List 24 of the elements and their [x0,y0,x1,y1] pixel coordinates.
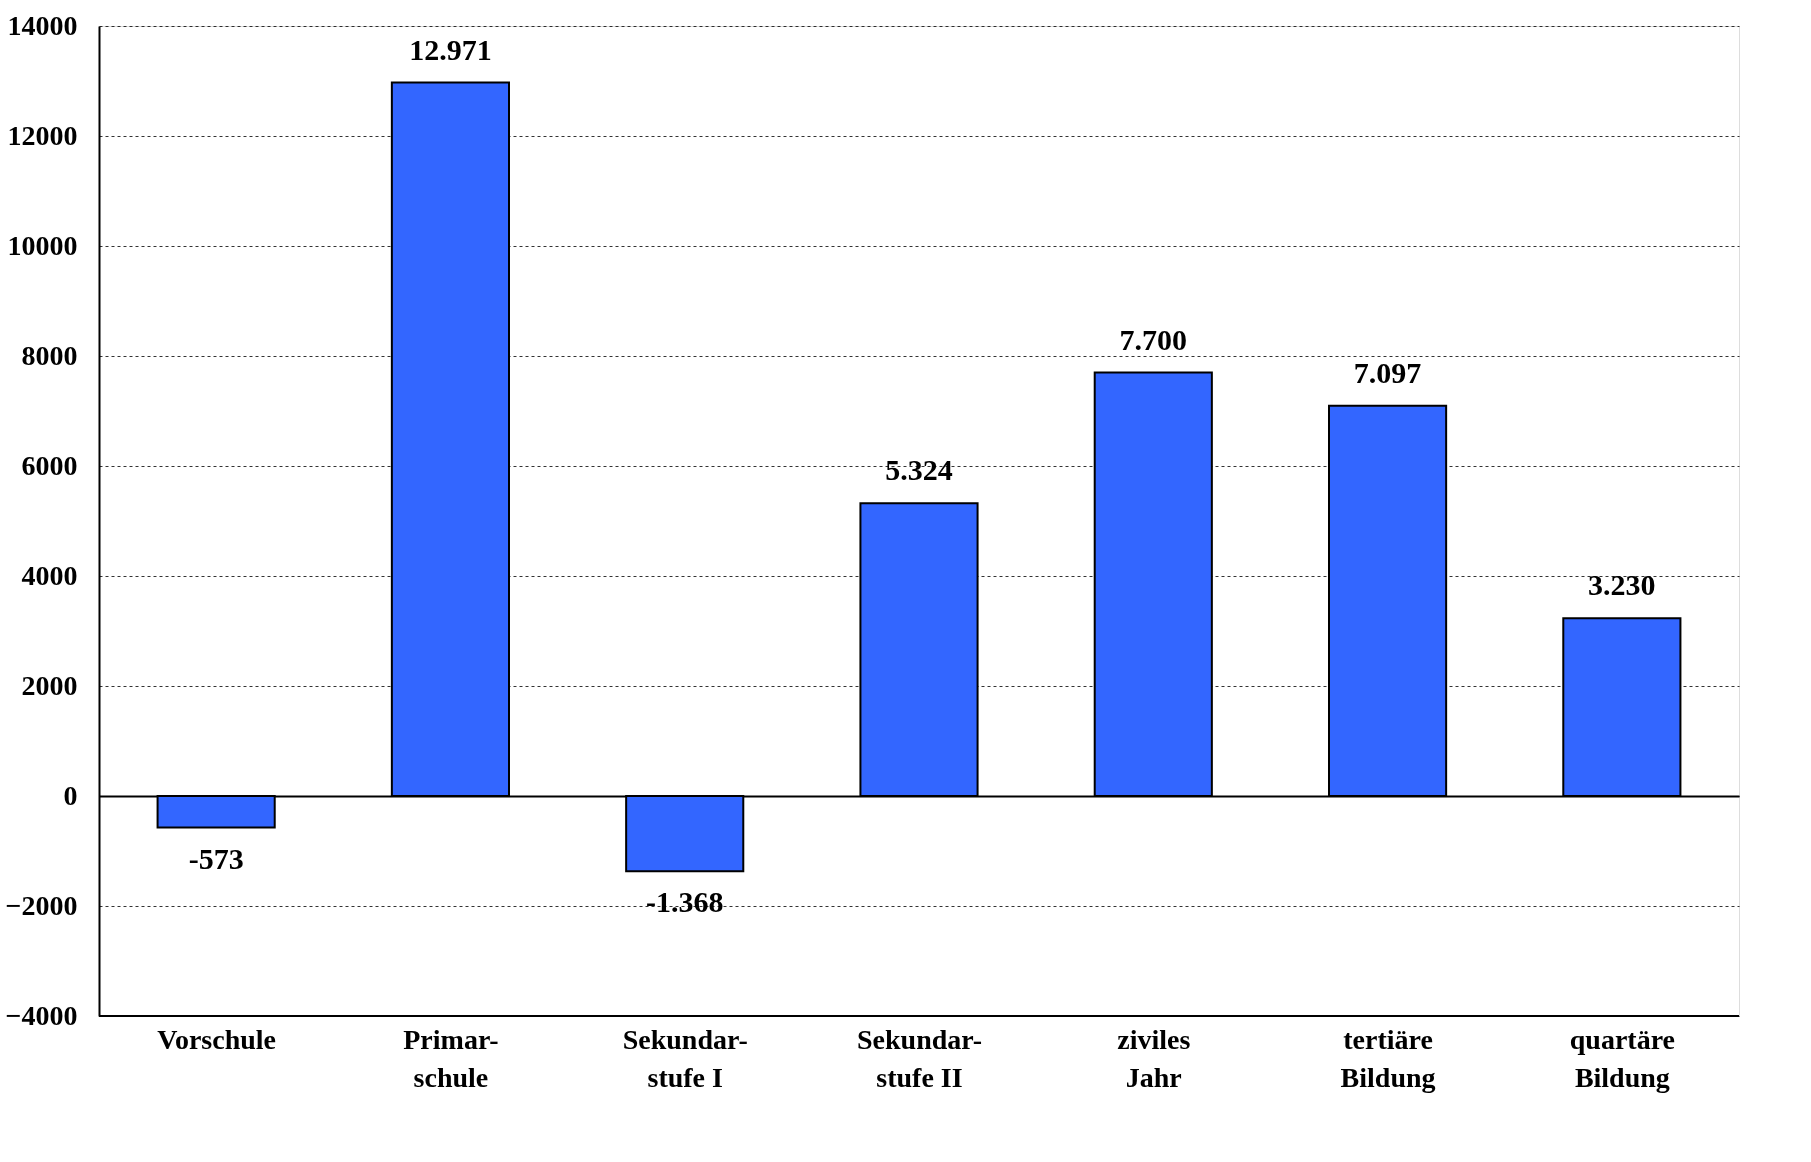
data-label: 3.230 [1588,568,1656,602]
y-tick-label: 6000 [21,449,78,481]
x-tick-label: Primar- schule [403,1023,499,1093]
y-tick-label: −2000 [5,889,78,921]
x-tick-label: ziviles Jahr [1117,1023,1191,1093]
x-tick-label: Vorschule [157,1023,277,1055]
x-tick-label: tertiäre Bildung [1340,1023,1436,1093]
data-label: 5.324 [885,453,953,487]
x-tick-label: Sekundar- stufe II [856,1023,983,1093]
y-tick-label: 8000 [21,339,78,371]
y-tick-label: 0 [63,779,78,811]
y-tick-label: 14000 [7,9,78,41]
x-tick-label: quartäre Bildung [1569,1023,1675,1093]
x-tick-label: Sekundar- stufe I [622,1023,748,1093]
y-tick-label: 10000 [7,229,78,261]
data-label: 7.097 [1353,355,1422,389]
y-tick-label: 2000 [21,669,78,701]
data-label: -1.368 [645,885,724,919]
y-tick-label: 4000 [21,559,78,591]
data-label: -573 [188,841,244,875]
data-label: 12.971 [409,32,492,66]
y-tick-label: 12000 [7,119,78,151]
y-tick-label: −4000 [5,999,78,1031]
data-label: 7.700 [1119,322,1188,356]
